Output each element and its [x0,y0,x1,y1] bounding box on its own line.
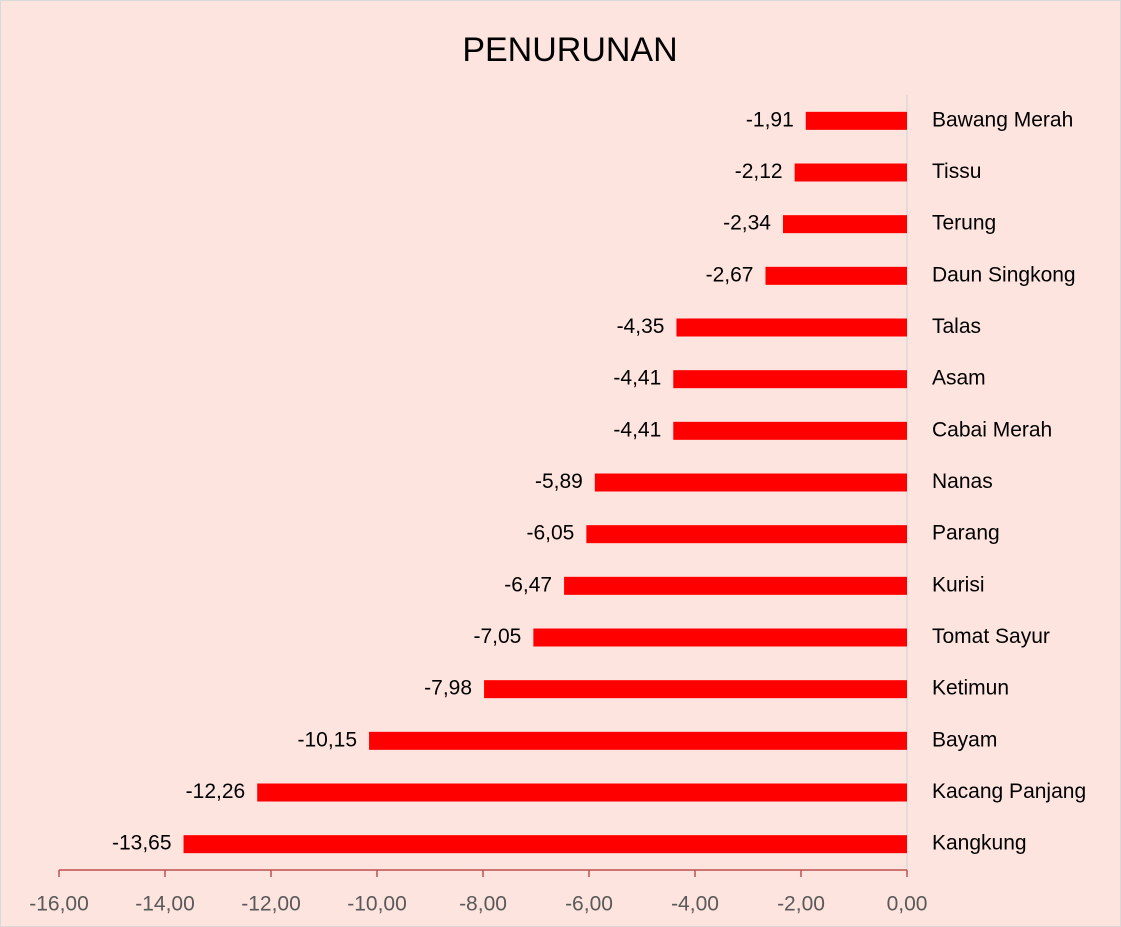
y-tick-label: Cabai Merah [932,418,1052,441]
value-label: -4,41 [613,367,661,390]
value-label: -6,47 [504,573,552,596]
value-label: -2,67 [706,263,754,286]
x-tick-label: 0,00 [887,893,928,916]
y-tick-label: Bayam [932,728,997,751]
x-tick-label: -10,00 [347,893,407,916]
value-label: -1,91 [746,108,794,131]
bar [564,576,907,595]
y-tick-label: Nanas [932,470,993,493]
x-tick-label: -6,00 [565,893,613,916]
bar [594,473,907,492]
y-tick-label: Terung [932,212,996,235]
x-tick-label: -8,00 [459,893,507,916]
x-tick-label: -16,00 [29,893,89,916]
x-tick-label: -4,00 [671,893,719,916]
value-label: -7,05 [473,625,521,648]
bar [673,421,907,440]
y-tick-label: Kurisi [932,573,985,596]
value-label: -6,05 [526,522,574,545]
x-tick-label: -2,00 [777,893,825,916]
value-label: -12,26 [186,780,246,803]
bar [673,370,907,389]
value-label: -2,12 [735,160,783,183]
value-label: -5,89 [535,470,583,493]
value-label: -4,41 [613,418,661,441]
bar [369,731,907,750]
value-label: -13,65 [112,832,172,855]
value-label: -2,34 [723,212,771,235]
bar [586,525,907,544]
y-tick-label: Kacang Panjang [932,780,1086,803]
bar [805,111,907,130]
y-tick-label: Daun Singkong [932,263,1076,286]
bar [484,680,907,699]
y-tick-label: Tomat Sayur [932,625,1050,648]
y-tick-label: Ketimun [932,677,1009,700]
y-tick-label: Tissu [932,160,981,183]
value-label: -4,35 [617,315,665,338]
value-label: -10,15 [298,728,358,751]
bar [782,215,907,234]
bar [257,783,908,802]
chart-title: PENURUNAN [462,31,677,69]
y-tick-label: Kangkung [932,832,1027,855]
y-tick-label: Asam [932,367,986,390]
y-tick-label: Talas [932,315,981,338]
x-tick-label: -12,00 [241,893,301,916]
bar [765,266,907,285]
bar [676,318,907,337]
y-tick-label: Parang [932,522,1000,545]
bar [533,628,907,647]
bar [794,163,907,182]
value-label: -7,98 [424,677,472,700]
bar [183,835,908,854]
x-tick-label: -14,00 [135,893,195,916]
y-tick-label: Bawang Merah [932,108,1073,131]
